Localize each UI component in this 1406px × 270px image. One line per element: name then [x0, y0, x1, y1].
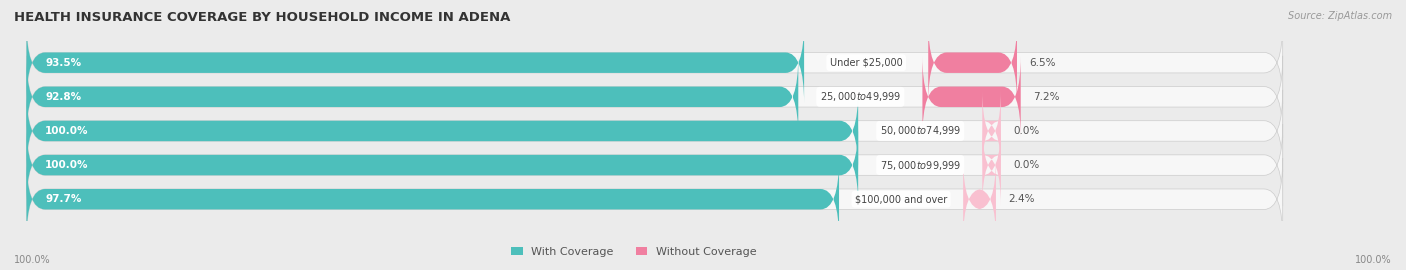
FancyBboxPatch shape: [922, 56, 1021, 138]
Text: $100,000 and over: $100,000 and over: [855, 194, 948, 204]
Text: $50,000 to $74,999: $50,000 to $74,999: [880, 124, 960, 137]
Text: 100.0%: 100.0%: [1355, 255, 1392, 265]
FancyBboxPatch shape: [27, 90, 1282, 172]
Text: 100.0%: 100.0%: [14, 255, 51, 265]
Text: 2.4%: 2.4%: [1008, 194, 1035, 204]
FancyBboxPatch shape: [983, 124, 1001, 206]
Text: 92.8%: 92.8%: [45, 92, 82, 102]
Legend: With Coverage, Without Coverage: With Coverage, Without Coverage: [508, 242, 761, 261]
FancyBboxPatch shape: [27, 90, 858, 172]
FancyBboxPatch shape: [928, 22, 1017, 104]
Text: 0.0%: 0.0%: [1014, 160, 1039, 170]
Text: 100.0%: 100.0%: [45, 160, 89, 170]
FancyBboxPatch shape: [27, 158, 839, 240]
FancyBboxPatch shape: [27, 124, 1282, 206]
FancyBboxPatch shape: [27, 22, 1282, 104]
FancyBboxPatch shape: [27, 158, 1282, 240]
Text: 7.2%: 7.2%: [1033, 92, 1060, 102]
Text: Source: ZipAtlas.com: Source: ZipAtlas.com: [1288, 11, 1392, 21]
Text: Under $25,000: Under $25,000: [830, 58, 903, 68]
FancyBboxPatch shape: [963, 158, 995, 240]
FancyBboxPatch shape: [27, 22, 804, 104]
Text: 100.0%: 100.0%: [45, 126, 89, 136]
Text: 97.7%: 97.7%: [45, 194, 82, 204]
Text: 0.0%: 0.0%: [1014, 126, 1039, 136]
FancyBboxPatch shape: [27, 56, 1282, 138]
FancyBboxPatch shape: [983, 90, 1001, 172]
Text: $25,000 to $49,999: $25,000 to $49,999: [820, 90, 901, 103]
FancyBboxPatch shape: [27, 56, 799, 138]
Text: 6.5%: 6.5%: [1029, 58, 1056, 68]
Text: $75,000 to $99,999: $75,000 to $99,999: [880, 158, 960, 171]
Text: 93.5%: 93.5%: [45, 58, 82, 68]
Text: HEALTH INSURANCE COVERAGE BY HOUSEHOLD INCOME IN ADENA: HEALTH INSURANCE COVERAGE BY HOUSEHOLD I…: [14, 11, 510, 24]
FancyBboxPatch shape: [27, 124, 858, 206]
